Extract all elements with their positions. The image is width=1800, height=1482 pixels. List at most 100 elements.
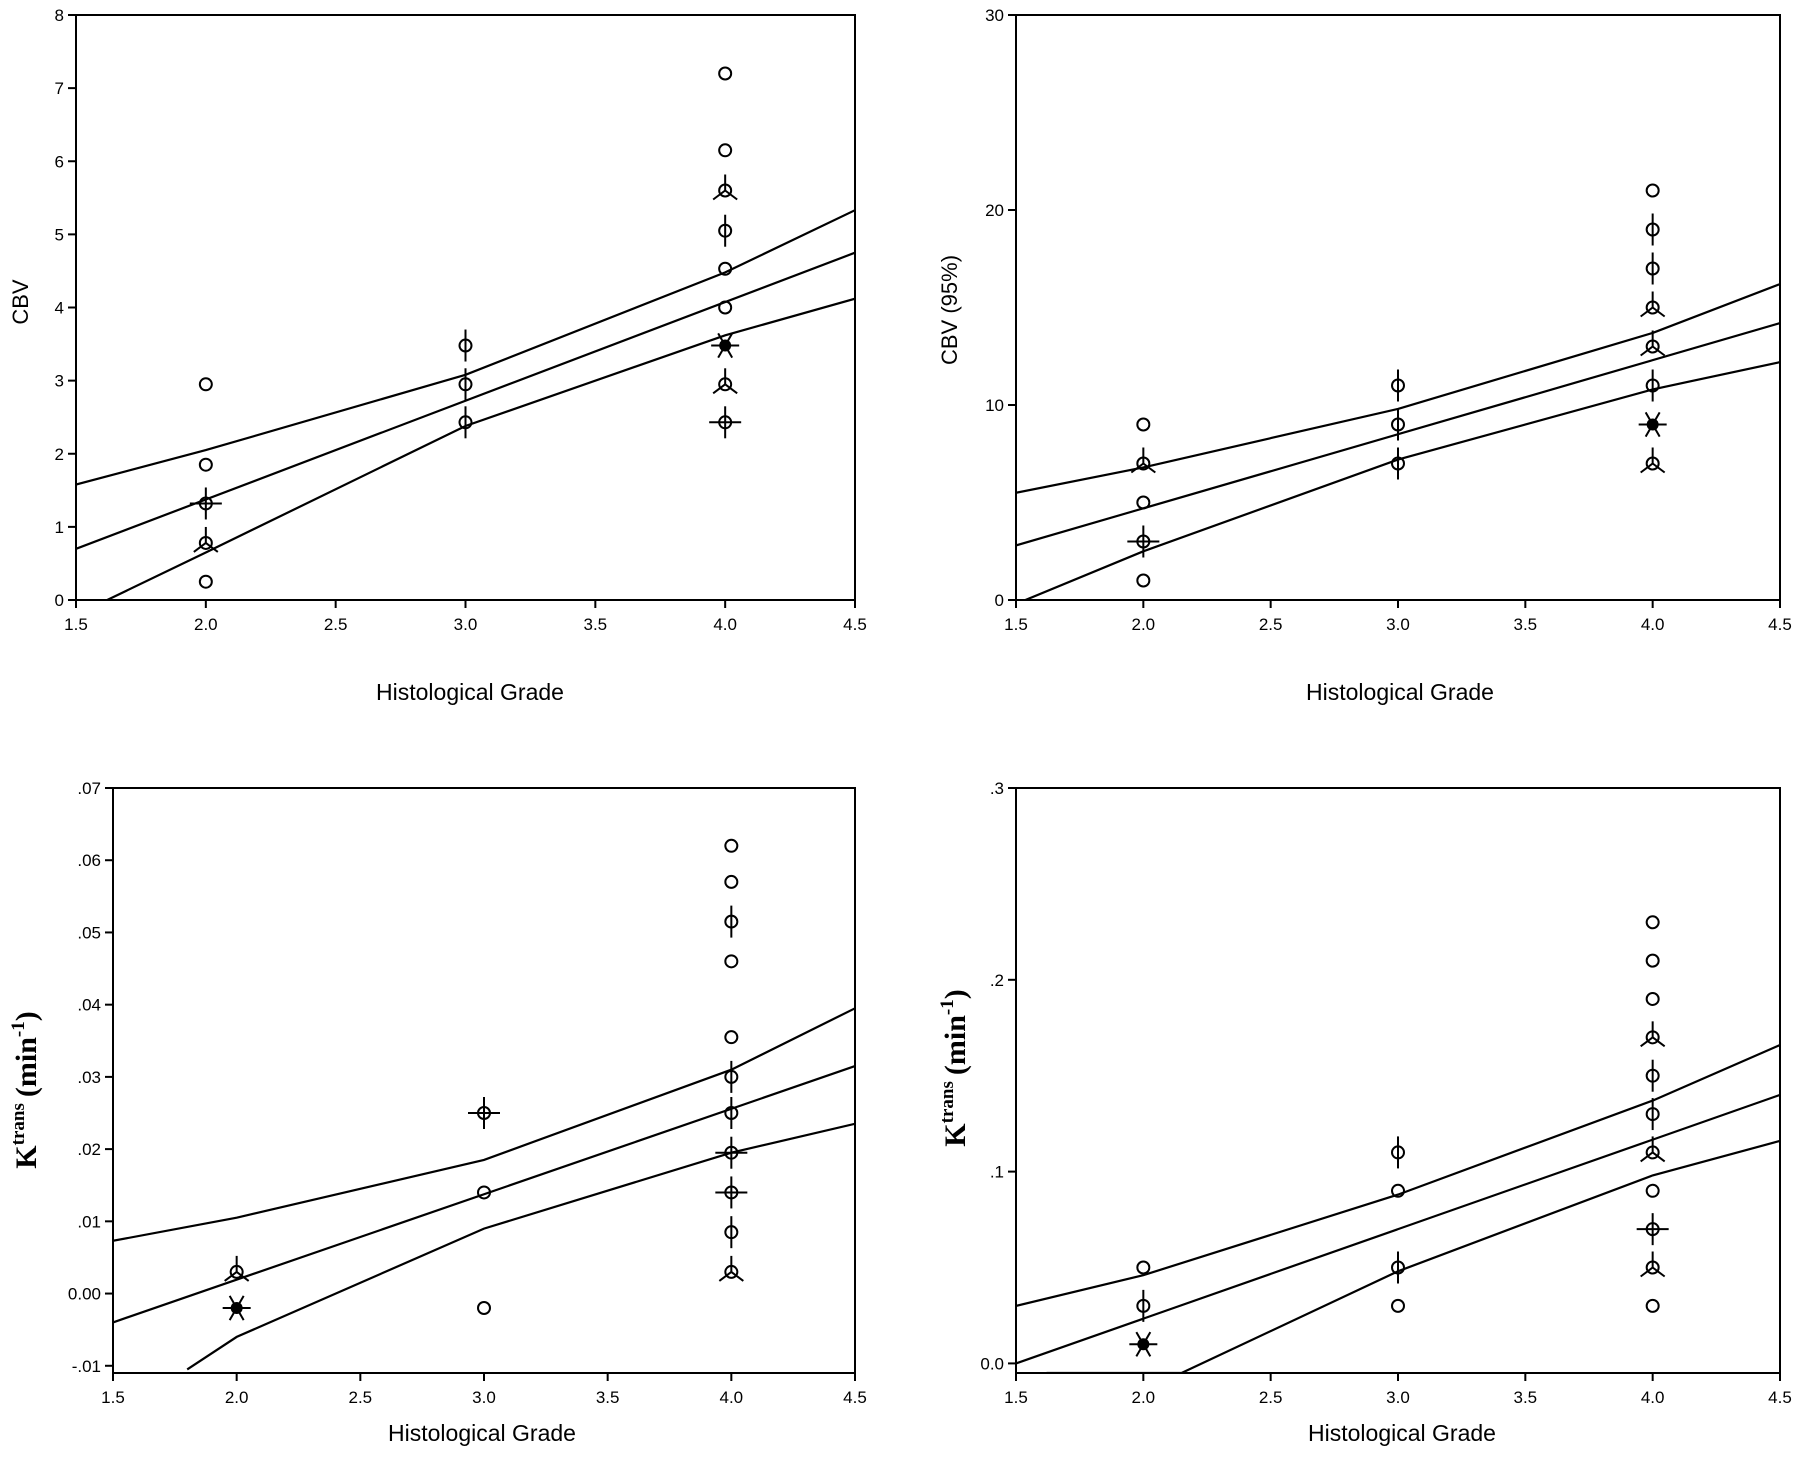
ci-lower-line — [186, 1122, 855, 1371]
x-tick-label: 1.5 — [1004, 1388, 1028, 1407]
data-point — [724, 1060, 739, 1093]
x-tick-label: 3.5 — [596, 1388, 620, 1407]
data-point — [711, 332, 740, 359]
x-tick-label: 3.5 — [1514, 615, 1538, 634]
x-axis-label: Histological Grade — [388, 1420, 576, 1446]
data-point — [709, 406, 742, 439]
data-point — [1136, 1260, 1151, 1275]
y-tick-label: .06 — [77, 851, 101, 870]
y-tick-label: 1 — [55, 518, 64, 537]
y-tick-label: 0 — [995, 591, 1004, 610]
y-axis-label: Ktrans (min-1) — [8, 1011, 43, 1168]
data-point — [1129, 1331, 1158, 1357]
x-tick-label: 2.0 — [194, 615, 218, 634]
data-point — [724, 1030, 739, 1045]
plot-frame — [112, 787, 856, 1374]
x-tick-label: 3.5 — [1514, 1388, 1538, 1407]
data-point — [1645, 1098, 1660, 1131]
y-axis-label: CBV (95%) — [937, 255, 962, 365]
x-tick-label: 3.5 — [584, 615, 608, 634]
y-axis-label-unit-superscript: -1 — [8, 1021, 29, 1037]
data-point — [724, 838, 739, 853]
data-point — [198, 377, 213, 392]
data-point — [1391, 1298, 1405, 1313]
y-tick-label: 2 — [55, 445, 64, 464]
data-point — [1645, 991, 1660, 1006]
x-tick-label: 1.5 — [64, 615, 88, 634]
x-tick-label: 4.0 — [720, 1388, 744, 1407]
data-point — [198, 574, 213, 589]
data-point — [1640, 1136, 1666, 1163]
data-point — [1638, 411, 1667, 438]
y-tick-label: .05 — [77, 923, 101, 942]
data-point — [477, 1301, 491, 1315]
data-point — [724, 874, 739, 889]
data-point — [468, 1097, 500, 1129]
x-tick-label: 2.5 — [349, 1388, 373, 1407]
x-tick-label: 2.0 — [1132, 1388, 1156, 1407]
data-point — [1645, 915, 1660, 930]
x-tick-label: 4.5 — [1768, 1388, 1792, 1407]
plot-frame — [1015, 787, 1781, 1374]
x-tick-label: 2.5 — [1259, 1388, 1283, 1407]
x-tick-label: 2.0 — [1132, 615, 1156, 634]
data-point — [1645, 213, 1660, 246]
data-point — [1391, 1183, 1405, 1198]
data-point — [724, 1216, 739, 1249]
y-tick-label: 4 — [55, 299, 64, 318]
y-tick-label: 0 — [55, 591, 64, 610]
data-point — [718, 1255, 744, 1282]
y-axis-label-symbol: K — [939, 1123, 972, 1147]
y-tick-label: 0.0 — [980, 1354, 1004, 1373]
data-point — [1136, 495, 1151, 510]
data-point — [1645, 953, 1660, 968]
x-tick-label: 4.5 — [1768, 615, 1792, 634]
y-tick-label: .2 — [990, 971, 1004, 990]
y-tick-label: 6 — [55, 152, 64, 171]
y-tick-label: 20 — [985, 201, 1004, 220]
data-point — [224, 1255, 250, 1282]
data-point — [1640, 1021, 1666, 1048]
x-tick-label: 1.5 — [1004, 615, 1028, 634]
x-tick-label: 3.0 — [1386, 615, 1410, 634]
data-point — [1391, 447, 1405, 480]
y-axis-label-unit-superscript: -1 — [937, 999, 958, 1015]
data-point — [1645, 1059, 1660, 1092]
x-tick-label: 4.0 — [1641, 615, 1665, 634]
x-tick-label: 4.0 — [713, 615, 737, 634]
y-axis-label-superscript: trans — [8, 1103, 29, 1145]
data-point — [718, 300, 733, 315]
data-point — [1636, 1213, 1669, 1246]
plot-frame — [75, 14, 856, 601]
data-point — [458, 368, 473, 401]
data-point — [458, 329, 473, 362]
y-tick-label: 3 — [55, 372, 64, 391]
y-tick-label: -.01 — [72, 1357, 101, 1376]
x-tick-label: 1.5 — [101, 1388, 125, 1407]
y-tick-label: .02 — [77, 1140, 101, 1159]
data-point — [1136, 573, 1151, 588]
y-axis-label: CBV — [8, 279, 33, 325]
y-tick-label: 10 — [985, 396, 1004, 415]
y-tick-label: 0.00 — [68, 1285, 101, 1304]
x-axis-label: Histological Grade — [1308, 1420, 1496, 1446]
data-point — [1645, 252, 1660, 285]
data-point — [1640, 1251, 1666, 1278]
data-point — [1640, 330, 1666, 357]
chart-panel-cbv: CBV Histological Grade 1.5 2.0 2.5 3.0 3.5 4.… — [8, 6, 867, 705]
data-point — [718, 214, 733, 247]
data-point — [1645, 369, 1660, 402]
data-point — [724, 905, 739, 938]
data-point — [715, 1176, 748, 1209]
data-point — [1645, 183, 1660, 198]
y-tick-label: .03 — [77, 1068, 101, 1087]
data-point — [712, 368, 738, 395]
y-tick-label: .1 — [990, 1163, 1004, 1182]
ci-upper-line — [113, 1007, 855, 1242]
x-tick-label: 2.0 — [225, 1388, 249, 1407]
x-axis-label: Histological Grade — [376, 679, 564, 705]
data-point — [1640, 447, 1666, 474]
chart-panel-ktrans-a: Ktrans (min-1) Histological Grade 1.5 2.0 2… — [8, 779, 867, 1446]
chart-panel-cbv-95: CBV (95%) Histological Grade 1.5 2.0 2.5 3.… — [937, 6, 1792, 705]
